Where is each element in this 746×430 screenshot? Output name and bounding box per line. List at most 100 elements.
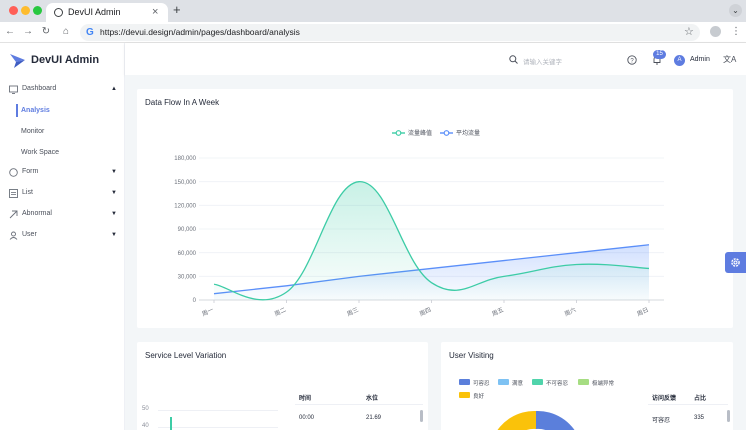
- sidebar-item-user[interactable]: User ▼: [0, 226, 125, 246]
- y-tick-label: 60,000: [178, 251, 197, 257]
- active-indicator: [16, 104, 18, 117]
- help-icon[interactable]: ?: [627, 55, 637, 65]
- user-visiting-card: User Visiting 可容忍 满意 不可容忍 极端异常 良好 访问反馈 占…: [441, 342, 733, 430]
- series-area: [214, 181, 649, 300]
- legend-swatch[interactable]: [459, 379, 470, 385]
- notification-badge: 15: [653, 50, 666, 59]
- abnormal-icon: [9, 210, 18, 219]
- search-input[interactable]: 请输入关键字: [523, 59, 562, 66]
- donut-slice[interactable]: [493, 410, 536, 430]
- theme-settings-button[interactable]: [725, 252, 746, 273]
- data-flow-card: Data Flow In A Week 0 30,000 60,000 90,000 1…: [137, 89, 733, 328]
- table-divider: [295, 404, 423, 405]
- y-tick-label: 40: [142, 423, 149, 429]
- tab-close-button[interactable]: ×: [152, 6, 159, 18]
- legend-label[interactable]: 满意: [512, 381, 524, 387]
- table-header: 占比: [694, 396, 707, 402]
- x-tick-label: 周日: [636, 306, 650, 317]
- user-visiting-donut: [493, 410, 579, 430]
- translate-icon[interactable]: 文A: [723, 55, 737, 64]
- sidebar-item-label: User: [22, 231, 37, 238]
- data-flow-chart: 0 30,000 60,000 90,000 120,000 150,000 180,000…: [174, 129, 664, 318]
- chevron-up-icon: ▲: [111, 86, 117, 92]
- card-title: Service Level Variation: [145, 351, 227, 360]
- browser-menu-icon[interactable]: ⋮: [731, 26, 741, 37]
- table-scrollbar[interactable]: [727, 410, 730, 422]
- app-name: DevUI Admin: [31, 54, 100, 66]
- y-tick-label: 0: [193, 298, 197, 304]
- table-header: 水位: [366, 396, 379, 402]
- avatar[interactable]: A: [674, 55, 685, 66]
- sidebar-item-label: Dashboard: [22, 85, 57, 92]
- legend-label: 流量峰值: [408, 129, 432, 137]
- chevron-down-icon: ▼: [111, 190, 117, 196]
- card-title: User Visiting: [449, 351, 494, 360]
- grid-line: [158, 427, 278, 428]
- sidebar-item-dashboard[interactable]: Dashboard ▲: [0, 80, 125, 100]
- legend-marker: [443, 130, 450, 136]
- sidebar-item-list[interactable]: List ▼: [0, 184, 125, 204]
- maximize-window-button[interactable]: [33, 6, 42, 15]
- address-bar-row: ← → ↻ ⌂ G https://devui.design/admin/pag…: [0, 22, 746, 43]
- svg-text:?: ?: [630, 58, 634, 64]
- sidebar-item-work-space[interactable]: Work Space: [0, 144, 125, 162]
- x-tick-label: 周二: [273, 306, 287, 317]
- sidebar-item-analysis[interactable]: Analysis: [0, 102, 125, 120]
- series-line: [213, 244, 650, 295]
- table-cell: 335: [694, 415, 705, 421]
- legend-label[interactable]: 极端异常: [592, 381, 615, 387]
- sidebar-item-abnormal[interactable]: Abnormal ▼: [0, 205, 125, 225]
- minimize-window-button[interactable]: [21, 6, 30, 15]
- y-tick-label: 90,000: [178, 227, 197, 233]
- legend-marker: [395, 130, 402, 136]
- browser-tab[interactable]: DevUI Admin ×: [46, 3, 168, 22]
- form-icon: [9, 168, 18, 177]
- y-tick-label: 30,000: [178, 275, 197, 281]
- sidebar: DevUI Admin Dashboard ▲ Analysis Monitor…: [0, 43, 125, 430]
- new-tab-button[interactable]: +: [173, 2, 181, 17]
- legend-label[interactable]: 良好: [473, 394, 485, 400]
- table-header: 访问反馈: [652, 396, 677, 402]
- table-cell: 00:00: [299, 415, 315, 421]
- table-cell: 21.69: [366, 415, 382, 421]
- profile-avatar[interactable]: [710, 26, 721, 37]
- home-icon[interactable]: ⌂: [62, 26, 70, 37]
- browser-tab-bar: DevUI Admin × + ⌄: [0, 0, 746, 22]
- table-header: 时间: [299, 396, 312, 402]
- x-tick-label: 周六: [563, 306, 577, 318]
- bookmark-star-icon[interactable]: ☆: [684, 26, 694, 38]
- sidebar-item-label: Abnormal: [22, 210, 52, 217]
- user-icon: [9, 231, 18, 240]
- legend-label[interactable]: 不可容忍: [546, 381, 569, 387]
- y-tick-label: 180,000: [174, 156, 196, 162]
- list-icon: [9, 189, 18, 198]
- table-cell: 可容忍: [652, 418, 671, 424]
- reload-icon[interactable]: ↻: [41, 26, 51, 37]
- chevron-down-icon: ▼: [111, 211, 117, 217]
- chevron-down-icon: ▼: [111, 232, 117, 238]
- legend-swatch[interactable]: [578, 379, 589, 385]
- devui-logo-icon: [10, 54, 25, 68]
- donut-slice[interactable]: [536, 410, 579, 430]
- tab-title: DevUI Admin: [68, 7, 121, 17]
- y-tick-label: 150,000: [174, 180, 196, 186]
- search-icon[interactable]: [509, 55, 518, 64]
- sidebar-item-form[interactable]: Form ▼: [0, 163, 125, 183]
- legend-swatch[interactable]: [532, 379, 543, 385]
- sidebar-item-monitor[interactable]: Monitor: [0, 123, 125, 141]
- url-field[interactable]: G https://devui.design/admin/pages/dashb…: [80, 24, 700, 41]
- legend-swatch[interactable]: [459, 392, 470, 398]
- table-scrollbar[interactable]: [420, 410, 423, 422]
- forward-icon[interactable]: →: [23, 26, 33, 37]
- close-window-button[interactable]: [9, 6, 18, 15]
- x-tick-label: 周一: [201, 306, 215, 317]
- back-icon[interactable]: ←: [5, 26, 15, 37]
- sidebar-item-label: Form: [22, 168, 39, 175]
- tab-search-menu-icon[interactable]: ⌄: [729, 4, 742, 17]
- x-tick-label: 周三: [346, 306, 360, 317]
- legend-label[interactable]: 可容忍: [473, 381, 490, 387]
- globe-icon: [54, 8, 63, 17]
- user-name[interactable]: Admin: [690, 56, 710, 63]
- main-content: Data Flow In A Week 0 30,000 60,000 90,000 1…: [125, 75, 746, 430]
- legend-swatch[interactable]: [498, 379, 509, 385]
